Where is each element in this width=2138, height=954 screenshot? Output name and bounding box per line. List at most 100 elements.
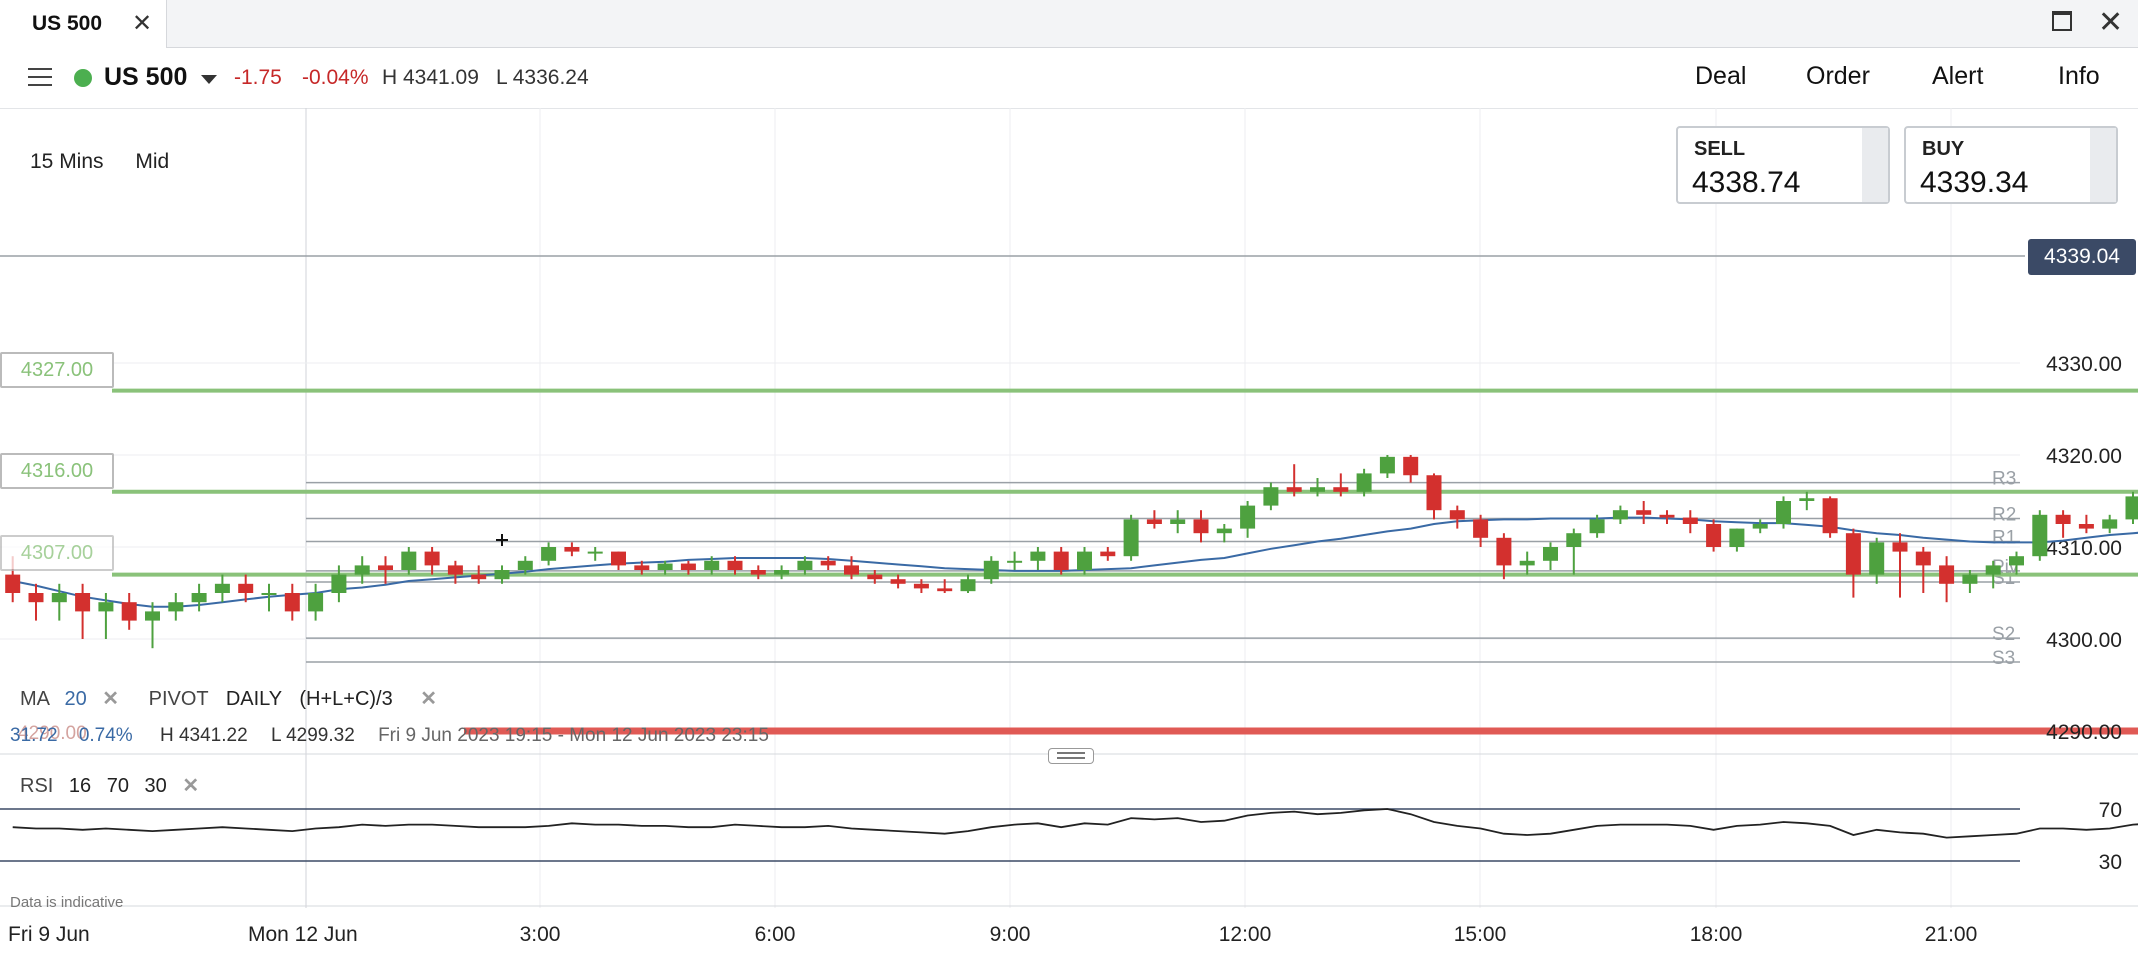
- candle-body: [1146, 519, 1162, 524]
- price-chart[interactable]: 4300.004310.004320.004330.00R3R2R1PivS1S…: [0, 108, 2138, 954]
- candle-body: [820, 560, 836, 566]
- candle-body: [51, 593, 67, 603]
- x-tick-label: Mon 12 Jun: [248, 923, 358, 946]
- candle-body: [1170, 519, 1186, 524]
- candle: [424, 547, 440, 575]
- candle-body: [1752, 524, 1768, 529]
- candle-body: [447, 565, 463, 575]
- candle-body: [611, 551, 626, 566]
- candle: [447, 560, 463, 584]
- nav-info[interactable]: Info: [2058, 62, 2100, 90]
- candle: [983, 556, 999, 584]
- candle: [1566, 528, 1582, 575]
- level-label-4307[interactable]: 4307.00: [0, 535, 114, 571]
- candle: [1473, 514, 1489, 547]
- candle-body: [121, 602, 137, 621]
- alert-level-left-label: 4290.00: [18, 723, 87, 744]
- timeframe-selector[interactable]: 15 Mins: [30, 150, 104, 173]
- candle-body: [401, 551, 417, 570]
- nav-alert[interactable]: Alert: [1932, 62, 1984, 90]
- candle-body: [890, 579, 906, 584]
- remove-pivot-icon[interactable]: ✕: [420, 688, 438, 710]
- nav-deal[interactable]: Deal: [1695, 62, 1747, 90]
- candle-body: [1053, 551, 1069, 570]
- candle-body: [1985, 565, 2001, 575]
- level-label-4316[interactable]: 4316.00: [0, 453, 114, 489]
- tab-us500[interactable]: US 500 ✕: [0, 0, 167, 48]
- pivot-period[interactable]: DAILY: [225, 688, 282, 710]
- candle-body: [1240, 505, 1256, 529]
- rsi-period[interactable]: 16: [68, 775, 92, 797]
- close-window-icon[interactable]: ✕: [2098, 6, 2124, 39]
- candle: [517, 556, 533, 575]
- candle-body: [1845, 533, 1861, 575]
- instrument-name[interactable]: US 500: [104, 63, 188, 91]
- x-tick-label: Fri 9 Jun: [8, 923, 90, 946]
- ma-period[interactable]: 20: [64, 688, 87, 710]
- candle: [261, 583, 277, 612]
- candle: [937, 579, 953, 593]
- candle: [611, 551, 626, 570]
- y-tick-label: 4310.00: [2046, 537, 2122, 560]
- candle-body: [774, 570, 790, 575]
- rsi-upper[interactable]: 70: [106, 775, 129, 797]
- market-open-status-dot: [74, 69, 92, 87]
- candle: [1636, 501, 1652, 524]
- candle: [727, 556, 743, 575]
- candle-body: [1123, 519, 1139, 557]
- level-label-4327[interactable]: 4327.00: [0, 352, 114, 388]
- candle: [494, 565, 510, 584]
- remove-rsi-icon[interactable]: ✕: [182, 775, 200, 797]
- range-low: L 4299.32: [270, 725, 355, 746]
- instrument-dropdown-icon[interactable]: [201, 75, 217, 84]
- candle: [1543, 542, 1558, 570]
- maximize-icon[interactable]: [2052, 11, 2072, 31]
- pivot-formula[interactable]: (H+L+C)/3: [299, 688, 393, 710]
- tab-close-icon[interactable]: ✕: [132, 10, 153, 37]
- candle: [1146, 510, 1162, 529]
- session-high: H 4341.09: [382, 66, 479, 89]
- buy-button[interactable]: BUY 4339.34: [1904, 126, 2118, 204]
- candle: [98, 593, 114, 639]
- candle: [1240, 501, 1256, 538]
- crosshair-icon: [496, 534, 508, 546]
- rsi-label: RSI: [20, 775, 54, 797]
- candle-body: [634, 565, 650, 570]
- rsi-lower[interactable]: 30: [144, 775, 167, 797]
- buy-label: BUY: [1922, 138, 1965, 160]
- y-tick-label: 4300.00: [2046, 629, 2122, 652]
- candle: [2055, 510, 2071, 538]
- candle: [1519, 551, 1535, 575]
- candle: [634, 560, 650, 575]
- candle: [2078, 514, 2094, 534]
- candle: [587, 547, 603, 561]
- hamburger-menu-icon[interactable]: [28, 68, 52, 86]
- remove-ma-icon[interactable]: ✕: [102, 688, 120, 710]
- candle: [1845, 528, 1861, 598]
- x-tick-label: 15:00: [1454, 923, 1507, 946]
- candle-body: [214, 583, 230, 593]
- pivot-label-r1: R1: [1992, 527, 2016, 548]
- candle: [1752, 519, 1768, 534]
- candle: [867, 570, 883, 584]
- candle: [331, 565, 347, 603]
- candle: [960, 574, 976, 593]
- x-tick-label: 12:00: [1219, 923, 1272, 946]
- candle: [28, 583, 44, 621]
- candle: [1589, 514, 1605, 538]
- nav-order[interactable]: Order: [1806, 62, 1870, 90]
- candle-body: [587, 551, 603, 554]
- sell-button[interactable]: SELL 4338.74: [1676, 126, 1890, 204]
- candle-body: [1403, 456, 1419, 476]
- candle-body: [1449, 510, 1465, 520]
- pane-splitter-handle[interactable]: [1048, 748, 1094, 764]
- candle-body: [541, 547, 557, 561]
- candle-body: [1030, 551, 1046, 561]
- candle-body: [1496, 537, 1512, 566]
- candle-body: [564, 547, 580, 552]
- candle-body: [704, 560, 720, 570]
- candle-body: [424, 551, 440, 566]
- price-type-selector[interactable]: Mid: [135, 150, 170, 173]
- current-price-tag: 4339.04: [2028, 239, 2136, 275]
- candle: [657, 560, 673, 575]
